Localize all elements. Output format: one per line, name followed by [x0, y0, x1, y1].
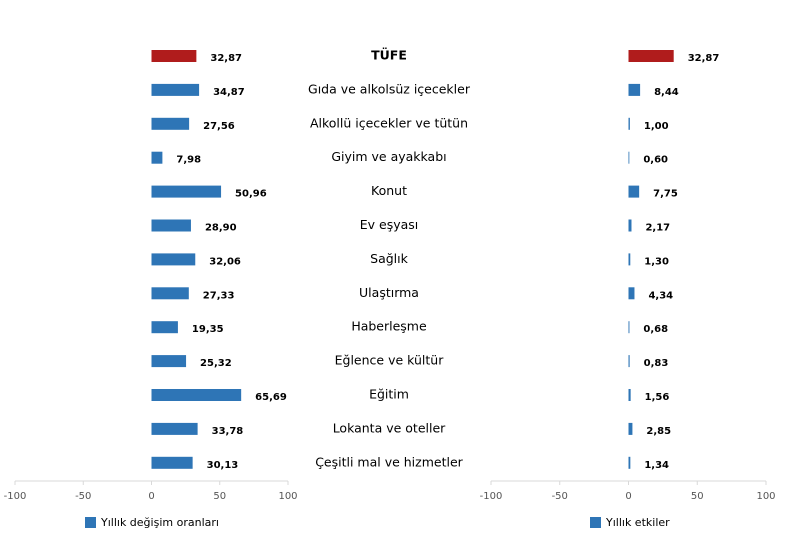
value-label: 28,90	[205, 223, 237, 234]
value-label: 1,00	[644, 121, 669, 132]
bar	[628, 219, 632, 232]
bar	[628, 253, 631, 266]
value-label: 25,32	[200, 358, 232, 369]
bar	[151, 355, 187, 368]
bar	[151, 287, 189, 300]
category-label: Ev eşyası	[360, 217, 419, 232]
value-label: 1,30	[644, 256, 669, 267]
bar	[151, 456, 193, 469]
bar	[151, 50, 197, 62]
value-label: 32,06	[209, 256, 241, 267]
x-tick-label: 50	[213, 491, 226, 502]
legend-swatch	[85, 517, 96, 528]
value-label: 1,34	[644, 460, 669, 471]
bar	[151, 321, 178, 334]
category-label: Haberleşme	[351, 319, 427, 334]
category-label: TÜFE	[371, 48, 407, 63]
legend-label: Yıllık değişim oranları	[100, 516, 219, 529]
bar	[151, 253, 196, 266]
x-tick-label: 100	[756, 491, 775, 502]
category-label: Konut	[371, 183, 407, 198]
value-label: 33,78	[212, 426, 244, 437]
value-label: 4,34	[648, 290, 673, 301]
x-tick-label: -100	[480, 491, 503, 502]
value-label: 30,13	[207, 460, 239, 471]
value-label: 27,56	[203, 121, 235, 132]
bar	[151, 389, 242, 401]
bar	[628, 389, 631, 401]
bar	[151, 117, 190, 130]
bar	[628, 422, 633, 435]
bar	[628, 355, 630, 368]
value-label: 7,75	[653, 189, 678, 200]
value-label: 8,44	[654, 87, 679, 98]
bar	[628, 83, 641, 96]
value-label: 27,33	[203, 290, 235, 301]
bar	[628, 117, 630, 130]
value-label: 34,87	[213, 87, 245, 98]
category-label: Alkollü içecekler ve tütün	[310, 115, 468, 130]
bar	[628, 151, 630, 164]
value-label: 0,68	[643, 324, 668, 335]
bar	[151, 83, 200, 96]
bar	[151, 422, 198, 435]
value-label: 50,96	[235, 189, 267, 200]
bar	[628, 456, 631, 469]
bar	[628, 185, 640, 198]
value-label: 2,17	[645, 223, 670, 234]
value-label: 7,98	[176, 155, 201, 166]
legend-label: Yıllık etkiler	[605, 516, 670, 529]
x-tick-label: 0	[148, 491, 154, 502]
bar	[151, 185, 222, 198]
bar	[151, 219, 191, 232]
x-tick-label: 100	[278, 491, 297, 502]
x-tick-label: 50	[691, 491, 704, 502]
value-label: 1,56	[645, 392, 670, 403]
category-label: Lokanta ve oteller	[333, 420, 446, 435]
category-label: Gıda ve alkolsüz içecekler	[308, 81, 471, 96]
bar	[628, 287, 635, 300]
category-label: Sağlık	[370, 251, 408, 266]
category-label: Giyim ve ayakkabı	[331, 149, 446, 164]
value-label: 0,60	[643, 155, 668, 166]
bar	[151, 151, 163, 164]
value-label: 32,87	[210, 53, 242, 64]
bar	[628, 50, 674, 62]
category-label: Eğlence ve kültür	[335, 353, 445, 368]
x-tick-label: -50	[552, 491, 568, 502]
category-label: Ulaştırma	[359, 285, 419, 300]
value-label: 0,83	[644, 358, 669, 369]
value-label: 2,85	[646, 426, 671, 437]
legend-swatch	[590, 517, 601, 528]
value-label: 19,35	[192, 324, 224, 335]
x-tick-label: 0	[625, 491, 631, 502]
bar	[628, 321, 630, 334]
value-label: 65,69	[255, 392, 287, 403]
category-label: Çeşitli mal ve hizmetler	[315, 454, 463, 469]
value-label: 32,87	[688, 53, 720, 64]
x-tick-label: -100	[4, 491, 27, 502]
x-tick-label: -50	[75, 491, 91, 502]
category-label: Eğitim	[369, 387, 409, 402]
